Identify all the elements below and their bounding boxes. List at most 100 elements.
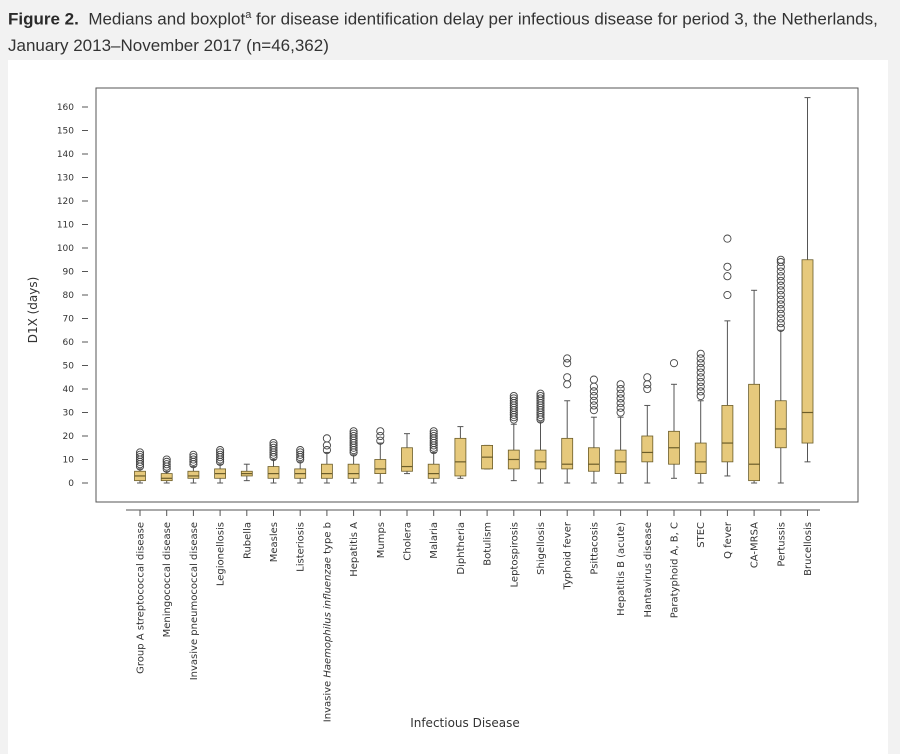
outlier-point xyxy=(696,349,705,358)
box-7 xyxy=(320,434,333,484)
outlier-point xyxy=(696,387,705,396)
x-tick-label: Diphtheria xyxy=(456,522,467,575)
outlier-point xyxy=(563,354,572,363)
outlier-point xyxy=(509,396,518,405)
outlier-point xyxy=(616,384,625,394)
x-tick-label: Invasive pneumococcal disease xyxy=(189,522,200,680)
plot-frame xyxy=(95,87,859,503)
iqr-box xyxy=(801,259,814,444)
outlier-point xyxy=(189,450,198,459)
iqr-box xyxy=(774,400,787,449)
outlier-point xyxy=(376,431,385,441)
y-tick-label: 110 xyxy=(57,221,74,231)
chart-panel: 0 10 20 30 40 50 60 70 80 90 100 110 120 130 140 150 160… xyxy=(8,60,888,754)
outlier-point xyxy=(189,455,198,464)
x-tick-label: Leptospirosis xyxy=(509,522,520,587)
x-tick-label: Listeriosis xyxy=(296,522,307,572)
outlier-point xyxy=(349,427,358,436)
outlier-point xyxy=(162,457,171,466)
box-11 xyxy=(427,427,440,484)
box-25 xyxy=(801,97,814,463)
boxplot-chart: 0 10 20 30 40 50 60 70 80 90 100 110 120 130 140 150 160… xyxy=(26,87,859,730)
x-tick-label: CA-MRSA xyxy=(750,522,761,568)
outlier-point xyxy=(616,399,625,408)
iqr-box xyxy=(347,463,360,479)
iqr-box xyxy=(427,463,440,479)
outlier-point xyxy=(322,446,331,455)
outlier-point xyxy=(616,403,625,412)
iqr-box xyxy=(187,470,200,479)
outlier-point xyxy=(696,373,705,382)
outlier-point xyxy=(696,391,705,401)
y-tick-label: 60 xyxy=(63,338,75,348)
outlier-point xyxy=(429,431,438,441)
box-14 xyxy=(507,391,520,482)
x-tick-label: Meningococcal disease xyxy=(162,522,173,637)
box-22 xyxy=(721,234,734,477)
outlier-point xyxy=(429,427,438,436)
y-tick-label: 30 xyxy=(63,409,75,419)
outlier-point xyxy=(723,262,732,271)
box-6 xyxy=(294,446,307,484)
outlier-point xyxy=(216,446,225,455)
iqr-box xyxy=(267,466,280,479)
outlier-point xyxy=(162,455,171,464)
outlier-point xyxy=(616,389,625,398)
x-tick-label-part: Invasive xyxy=(322,678,333,723)
box-4 xyxy=(240,463,253,482)
box-21 xyxy=(694,349,707,484)
y-tick-label: 0 xyxy=(68,479,74,489)
outlier-point xyxy=(509,394,518,403)
outlier-point xyxy=(696,368,705,377)
outlier-point xyxy=(723,234,732,243)
box-5 xyxy=(267,438,280,484)
iqr-box xyxy=(401,447,413,472)
box-24 xyxy=(774,255,787,484)
x-tick-label: Measles xyxy=(269,522,280,562)
outlier-point xyxy=(322,441,331,450)
outlier-point xyxy=(776,314,785,323)
outlier-point xyxy=(296,446,305,455)
y-tick-label: 160 xyxy=(57,103,74,113)
y-tick-label: 150 xyxy=(57,127,74,137)
box-10 xyxy=(401,433,413,475)
outlier-point xyxy=(776,295,785,304)
outlier-point xyxy=(135,453,145,462)
iqr-box xyxy=(561,437,574,470)
outlier-point xyxy=(643,373,652,382)
outlier-point xyxy=(589,382,598,391)
iqr-box xyxy=(588,447,600,472)
outlier-point xyxy=(162,460,171,469)
box-8 xyxy=(347,427,360,484)
outlier-point xyxy=(322,434,331,443)
outlier-point xyxy=(776,286,785,295)
outlier-point xyxy=(696,377,705,387)
outlier-point xyxy=(563,380,572,389)
outlier-point xyxy=(776,300,785,309)
outlier-point xyxy=(723,272,732,281)
outlier-point xyxy=(696,354,705,363)
outlier-point xyxy=(669,359,679,368)
outlier-point xyxy=(296,450,305,459)
y-tick-label: 50 xyxy=(63,362,75,372)
outlier-point xyxy=(616,408,625,417)
outlier-point xyxy=(776,255,785,264)
box-13 xyxy=(481,444,494,470)
box-2 xyxy=(187,450,200,484)
box-16 xyxy=(561,354,574,484)
outlier-point xyxy=(616,380,625,389)
outlier-point xyxy=(269,438,278,448)
outlier-point xyxy=(776,319,785,328)
outlier-point xyxy=(643,384,652,394)
box-9 xyxy=(374,427,387,484)
outlier-point xyxy=(216,448,225,457)
y-tick-label: 130 xyxy=(57,174,74,184)
y-tick-label: 140 xyxy=(57,150,74,160)
outlier-point xyxy=(616,394,625,403)
box-18 xyxy=(614,380,627,484)
outlier-point xyxy=(589,406,598,415)
outlier-point xyxy=(429,429,438,438)
outlier-point xyxy=(135,448,145,457)
caption-text-before: Medians and boxplot xyxy=(88,9,246,29)
outlier-point xyxy=(589,391,598,401)
